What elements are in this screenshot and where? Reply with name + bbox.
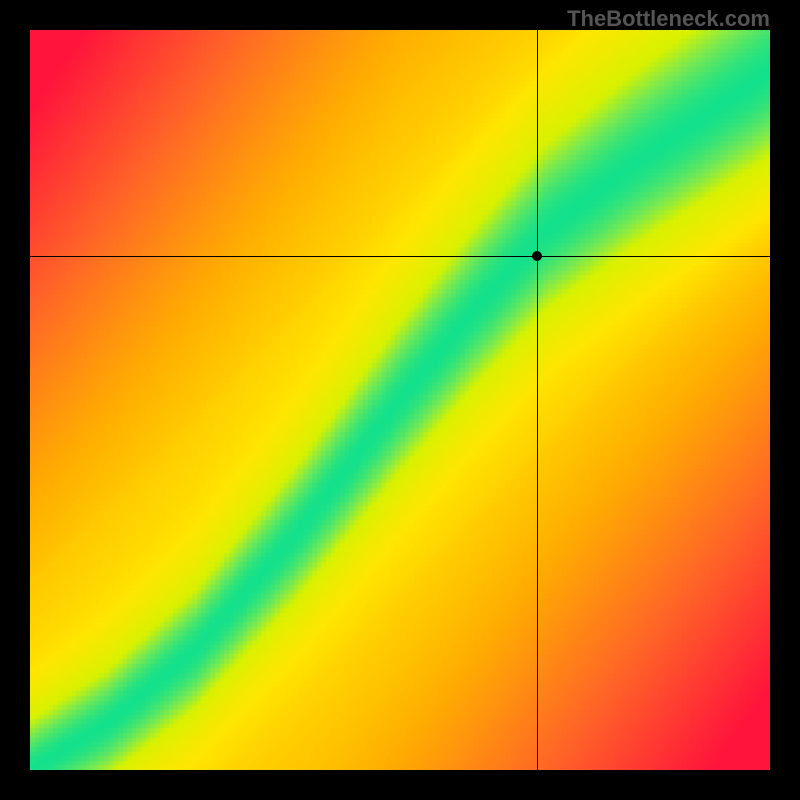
crosshair-horizontal — [30, 256, 770, 257]
bottleneck-heatmap — [30, 30, 770, 770]
crosshair-vertical — [537, 30, 538, 770]
heatmap-canvas — [30, 30, 770, 770]
crosshair-marker — [532, 251, 542, 261]
watermark-label: TheBottleneck.com — [567, 6, 770, 32]
